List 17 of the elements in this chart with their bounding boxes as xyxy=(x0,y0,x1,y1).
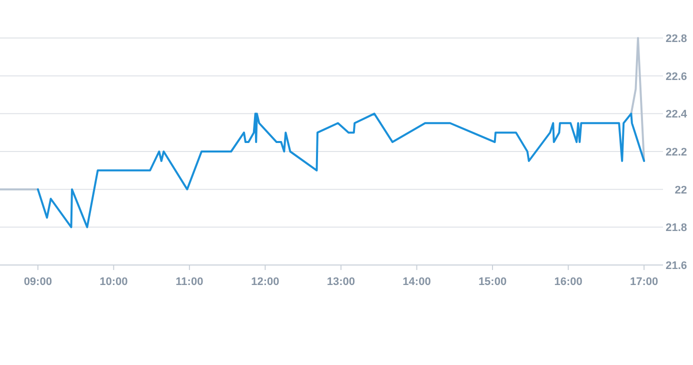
x-tick-label: 11:00 xyxy=(176,276,204,288)
y-tick-label: 21.6 xyxy=(666,260,687,272)
y-tick-label: 22.8 xyxy=(666,33,687,45)
line-series xyxy=(36,112,646,228)
x-tick-label: 09:00 xyxy=(24,276,52,288)
y-tick-label: 21.8 xyxy=(666,222,687,234)
x-tick-label: 10:00 xyxy=(100,276,128,288)
y-tick-label: 22.6 xyxy=(666,70,687,83)
y-tick-label: 22.2 xyxy=(666,146,687,158)
x-tick-label: 15:00 xyxy=(478,276,507,288)
y-tick-label: 22.4 xyxy=(666,108,688,121)
x-tick-label: 12:00 xyxy=(251,276,280,288)
x-tick-label: 17:00 xyxy=(630,276,658,288)
x-tick-label: 13:00 xyxy=(326,276,356,288)
x-tick-label: 16:00 xyxy=(554,276,582,288)
x-tick-label: 14:00 xyxy=(402,276,431,288)
y-tick-label: 22 xyxy=(674,184,687,196)
